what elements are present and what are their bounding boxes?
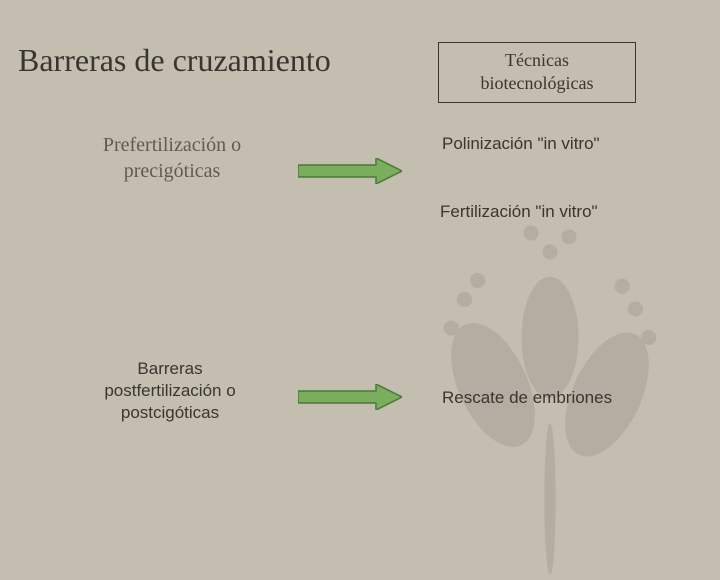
postfert-l3: postcigóticas: [121, 403, 219, 422]
right-label-polin: Polinización "in vitro": [442, 134, 600, 154]
arrow-2: [298, 384, 402, 410]
techbox-line1: Técnicas: [505, 50, 569, 70]
postfert-l1: Barreras: [137, 359, 202, 378]
arrow-1: [298, 158, 402, 184]
right-label-fertil: Fertilización "in vitro": [440, 202, 598, 222]
techbox-line2: biotecnológicas: [481, 73, 594, 93]
techniques-box: Técnicas biotecnológicas: [438, 42, 636, 103]
right-label-rescate: Rescate de embriones: [442, 388, 612, 408]
left-label-postfert: Barreras postfertilización o postcigótic…: [70, 358, 270, 424]
page-title: Barreras de cruzamiento: [18, 42, 331, 79]
prefert-l2: precigóticas: [124, 160, 221, 182]
left-label-prefert: Prefertilización o precigóticas: [62, 132, 282, 184]
postfert-l2: postfertilización o: [104, 381, 235, 400]
prefert-l1: Prefertilización o: [103, 134, 241, 156]
